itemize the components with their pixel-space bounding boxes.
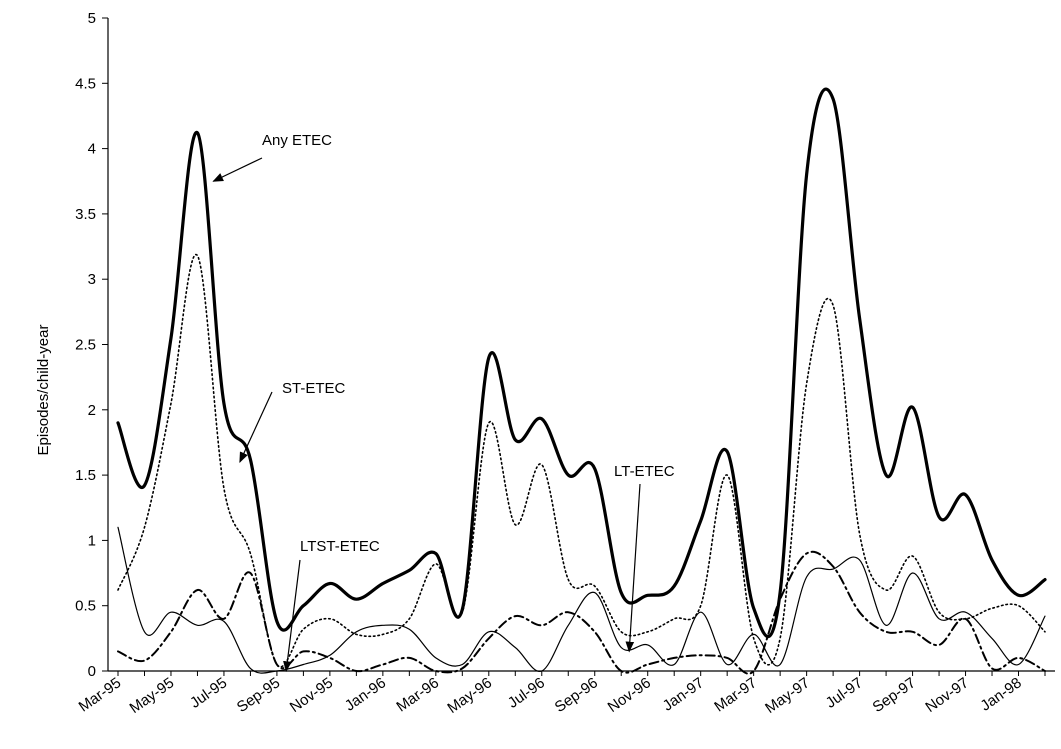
x-tick-label: May-96: [444, 674, 495, 717]
annotation-label-any-etec: Any ETEC: [262, 132, 332, 149]
annotation-arrow-lt-etec: [625, 483, 641, 653]
x-tick-label: Mar-95: [76, 674, 125, 715]
y-tick-label: 3.5: [75, 206, 96, 223]
x-tick-label: Jul-97: [823, 674, 866, 711]
x-tick-label: Mar-96: [393, 674, 442, 715]
y-tick-label: 2: [88, 402, 96, 419]
annotation-label-ltst-etec: LTST-ETEC: [300, 538, 380, 555]
y-tick-label: 3: [88, 271, 96, 288]
x-tick-label: Sep-97: [869, 674, 918, 716]
y-tick-label: 0: [88, 663, 96, 680]
y-tick-label: 4.5: [75, 75, 96, 92]
x-tick-label: Jul-96: [505, 674, 548, 711]
annotation-label-lt-etec: LT-ETEC: [614, 463, 675, 480]
y-tick-label: 5: [88, 10, 96, 27]
series-line-st-etec: [117, 253, 1046, 668]
x-tick-label: Nov-97: [922, 674, 971, 716]
series-line-lt-etec: [117, 550, 1046, 675]
y-axis-label: Episodes/child-year: [35, 325, 52, 456]
annotation-arrow-ltst-etec: [283, 559, 301, 673]
annotation-label-st-etec: ST-ETEC: [282, 380, 346, 397]
x-tick-label: Jan-97: [660, 674, 707, 714]
series-line-any-etec: [116, 87, 1047, 638]
x-tick-label: Jan-98: [977, 674, 1024, 714]
y-tick-label: 2.5: [75, 337, 96, 354]
x-tick-label: Nov-96: [605, 674, 654, 716]
annotation-arrow-any-etec: [212, 157, 263, 182]
x-tick-label: Sep-96: [552, 674, 601, 716]
y-tick-label: 4: [88, 141, 96, 158]
x-tick-label: May-95: [127, 674, 178, 717]
y-tick-label: 0.5: [75, 598, 96, 615]
series-line-ltst-etec: [117, 526, 1046, 674]
annotation-arrow-st-etec: [239, 391, 273, 464]
x-tick-label: Sep-95: [234, 674, 283, 716]
x-tick-label: Mar-97: [711, 674, 760, 715]
y-tick-label: 1: [88, 532, 96, 549]
x-tick-label: May-97: [762, 674, 813, 717]
x-tick-label: Jan-96: [342, 674, 389, 714]
y-tick-label: 1.5: [75, 467, 96, 484]
x-tick-label: Jul-95: [187, 674, 230, 711]
x-tick-label: Nov-95: [287, 674, 336, 716]
